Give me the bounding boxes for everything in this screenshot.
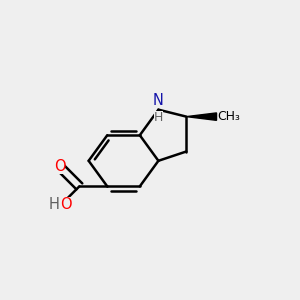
Text: H: H [154,111,163,124]
Text: O: O [54,159,65,174]
Text: CH₃: CH₃ [218,110,241,123]
Polygon shape [186,113,217,120]
Text: N: N [153,94,164,109]
Text: H: H [49,197,60,212]
Text: O: O [60,197,71,212]
